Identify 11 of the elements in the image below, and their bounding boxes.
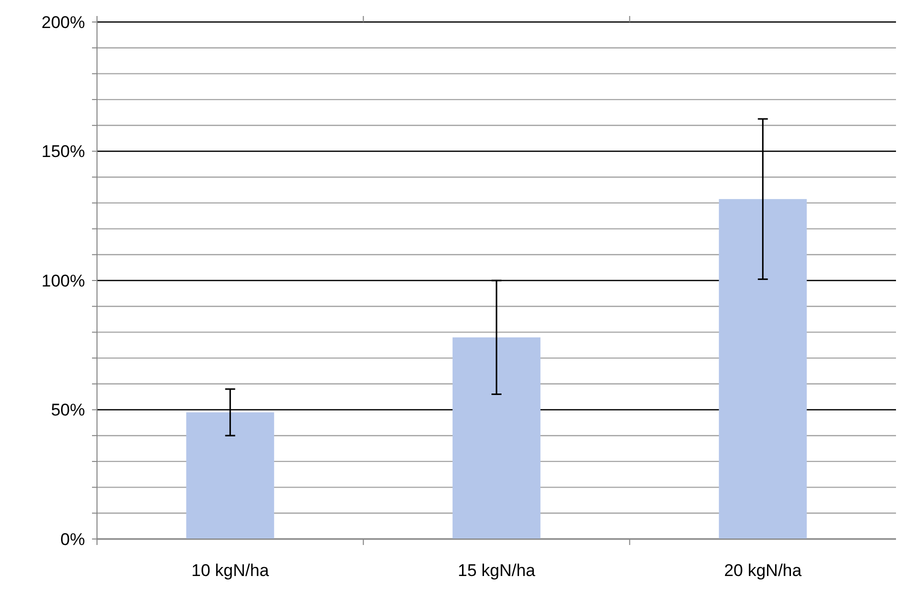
x-tick-label: 20 kgN/ha	[724, 561, 802, 580]
y-tick-label: 200%	[42, 12, 85, 32]
x-tick-label: 15 kgN/ha	[458, 561, 536, 580]
bar	[452, 337, 540, 539]
y-tick-label: 0%	[60, 530, 85, 549]
bar	[718, 199, 807, 539]
y-tick-label: 100%	[42, 271, 85, 290]
y-tick-label: 150%	[42, 142, 85, 162]
bar	[186, 412, 274, 539]
x-tick-label: 10 kgN/ha	[191, 561, 270, 580]
y-tick-label: 50%	[50, 400, 85, 420]
